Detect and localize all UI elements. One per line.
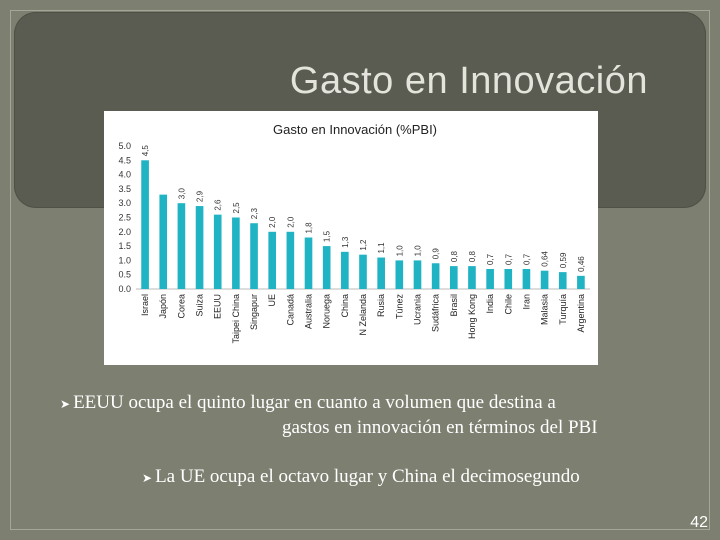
- bullet-1: ➤ EEUU ocupa el quinto lugar en cuanto a …: [60, 392, 556, 414]
- x-tick-label: China: [340, 294, 350, 318]
- data-label: 2,6: [214, 199, 223, 211]
- x-tick-label: Iran: [521, 294, 531, 310]
- bullet-1-continuation: gastos en innovación en términos del PBI: [282, 417, 598, 438]
- bar: [322, 246, 331, 289]
- x-tick-label: Rusia: [376, 294, 386, 317]
- x-tick-label: Brasil: [449, 294, 459, 317]
- y-tick-label: 4.0: [118, 170, 131, 180]
- bullet-arrow-icon: ➤: [60, 397, 71, 411]
- y-tick-label: 3.5: [118, 184, 131, 194]
- x-tick-label: Corea: [176, 294, 186, 319]
- bar: [195, 206, 204, 289]
- data-label: 1,3: [341, 236, 350, 248]
- bar: [359, 254, 367, 289]
- bar: [250, 223, 258, 289]
- data-label: 0,7: [504, 253, 513, 265]
- page-number: 42: [690, 514, 708, 531]
- x-tick-label: N Zelanda: [358, 294, 368, 336]
- bar: [504, 268, 513, 289]
- data-label: 1,0: [395, 245, 404, 257]
- chart: Gasto en Innovación (%PBI) 5.0 4.5 4.0 3.5 3…: [104, 111, 598, 365]
- bar: [141, 160, 149, 289]
- x-tick-label: Noruega: [322, 294, 332, 329]
- y-tick-label: 4.5: [118, 155, 131, 165]
- bar: [286, 231, 295, 289]
- bar: [577, 275, 585, 289]
- bullet-2-text: La UE ocupa el octavo lugar y China el d…: [155, 466, 580, 487]
- y-tick-label: 3.0: [118, 198, 131, 208]
- y-tick-label: 0.0: [118, 284, 131, 294]
- y-tick-label: 2.5: [118, 213, 131, 223]
- data-label: 0,64: [541, 251, 550, 267]
- chart-title: Gasto en Innovación (%PBI): [273, 122, 437, 137]
- x-tick-label: UE: [267, 294, 277, 307]
- x-tick-label: Túnez: [394, 294, 404, 320]
- bar: [341, 251, 349, 289]
- bullet-2: ➤ La UE ocupa el octavo lugar y China el …: [142, 466, 580, 488]
- data-label: 1,0: [413, 245, 422, 257]
- bar: [377, 257, 385, 289]
- slide-title: Gasto en Innovación: [289, 60, 648, 102]
- y-tick-label: 1.0: [118, 255, 131, 265]
- x-tick-label: Argentina: [576, 294, 586, 333]
- data-label: 0,46: [577, 256, 586, 272]
- bar: [268, 231, 277, 289]
- data-label: 1,5: [323, 230, 332, 242]
- bar: [540, 270, 549, 289]
- data-label: 2,3: [250, 208, 259, 220]
- x-tick-label: EEUU: [213, 294, 223, 319]
- data-label: 2,9: [196, 190, 205, 202]
- x-tick-label: Taipei China: [231, 294, 241, 344]
- x-tick-label: Canadá: [285, 294, 295, 326]
- x-tick-label: Sudáfrica: [431, 294, 441, 332]
- bullet-arrow-icon: ➤: [142, 471, 153, 485]
- data-label: 1,1: [377, 242, 386, 254]
- data-label: 0,7: [486, 253, 495, 265]
- bar: [159, 194, 168, 289]
- data-label: 0,59: [559, 252, 568, 268]
- bar: [232, 217, 240, 289]
- data-label: 4,5: [141, 145, 150, 157]
- bar: [468, 266, 476, 289]
- x-tick-label: Australia: [304, 294, 314, 329]
- bar: [522, 268, 531, 289]
- x-tick-label: Singapur: [249, 294, 259, 330]
- data-label: 2,0: [286, 216, 295, 228]
- data-label: 1,2: [359, 239, 368, 251]
- y-tick-label: 2.0: [118, 227, 131, 237]
- x-tick-label: Japón: [158, 294, 168, 319]
- x-tick-label: Hong Kong: [467, 294, 477, 339]
- data-label: 0,9: [432, 248, 441, 260]
- y-tick-label: 5.0: [118, 141, 131, 151]
- data-label: 2,5: [232, 202, 241, 214]
- x-tick-label: Chile: [503, 294, 513, 315]
- bar: [304, 237, 313, 289]
- data-label: 0,8: [468, 250, 477, 262]
- x-tick-label: India: [485, 294, 495, 314]
- x-tick-label: Israel: [140, 294, 150, 316]
- bar: [213, 214, 222, 289]
- bullet-1-text: EEUU ocupa el quinto lugar en cuanto a v…: [73, 392, 556, 413]
- data-label: 0,7: [522, 253, 531, 265]
- data-label: 0,8: [450, 250, 459, 262]
- data-label: 2,0: [268, 216, 277, 228]
- x-tick-label: Ucrania: [412, 294, 422, 325]
- x-tick-label: Malasia: [540, 294, 550, 325]
- bar: [486, 268, 494, 289]
- bar: [431, 263, 440, 289]
- bar: [395, 260, 404, 289]
- slide-frame: [10, 10, 710, 530]
- data-label: 3,0: [177, 188, 186, 200]
- y-tick-label: 0.5: [118, 270, 131, 280]
- x-tick-label: Suiza: [195, 294, 205, 317]
- data-label: 1,8: [305, 222, 314, 234]
- x-tick-label: Turquía: [558, 294, 568, 325]
- bar: [177, 203, 186, 289]
- bar: [449, 266, 458, 289]
- chart-svg: Gasto en Innovación (%PBI) 5.0 4.5 4.0 3.5 3…: [118, 122, 590, 344]
- y-tick-label: 1.5: [118, 241, 131, 251]
- bar: [558, 272, 567, 289]
- bar: [413, 260, 422, 289]
